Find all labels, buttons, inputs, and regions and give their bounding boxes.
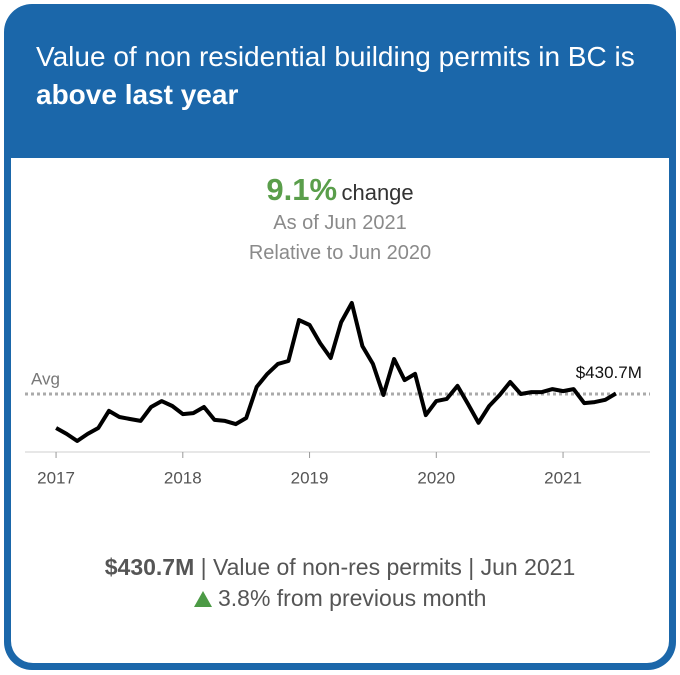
summary-line: $430.7M | Value of non-res permits | Jun… bbox=[0, 554, 680, 581]
last-value-label: $430.7M bbox=[576, 363, 642, 382]
relative-to: Relative to Jun 2020 bbox=[248, 242, 432, 264]
x-tick-label: 2018 bbox=[164, 468, 202, 487]
title-emphasis: above last year bbox=[36, 79, 239, 110]
series-line bbox=[55, 301, 617, 443]
x-tick-label: 2017 bbox=[37, 468, 75, 487]
x-tick-label: 2021 bbox=[544, 468, 582, 487]
avg-label: Avg bbox=[31, 369, 60, 388]
monthly-change-line: 3.8% from previous month bbox=[0, 585, 680, 612]
headline: 9.1% change bbox=[0, 172, 680, 208]
as-of: As of Jun 2021 bbox=[273, 212, 407, 234]
card bbox=[4, 4, 676, 670]
change-value: 9.1% bbox=[266, 172, 338, 207]
change-word: change bbox=[341, 180, 414, 205]
summary-value: $430.7M bbox=[104, 554, 195, 580]
x-tick-label: 2019 bbox=[291, 468, 329, 487]
title: Value of non residential building permit… bbox=[36, 38, 656, 114]
x-tick-label: 2020 bbox=[417, 468, 455, 487]
title-prefix: Value of non residential building permit… bbox=[36, 41, 635, 72]
summary-description: | Value of non-res permits | Jun 2021 bbox=[200, 554, 576, 580]
card-body bbox=[11, 158, 669, 663]
monthly-change: 3.8% from previous month bbox=[217, 585, 487, 611]
up-triangle bbox=[193, 591, 212, 607]
